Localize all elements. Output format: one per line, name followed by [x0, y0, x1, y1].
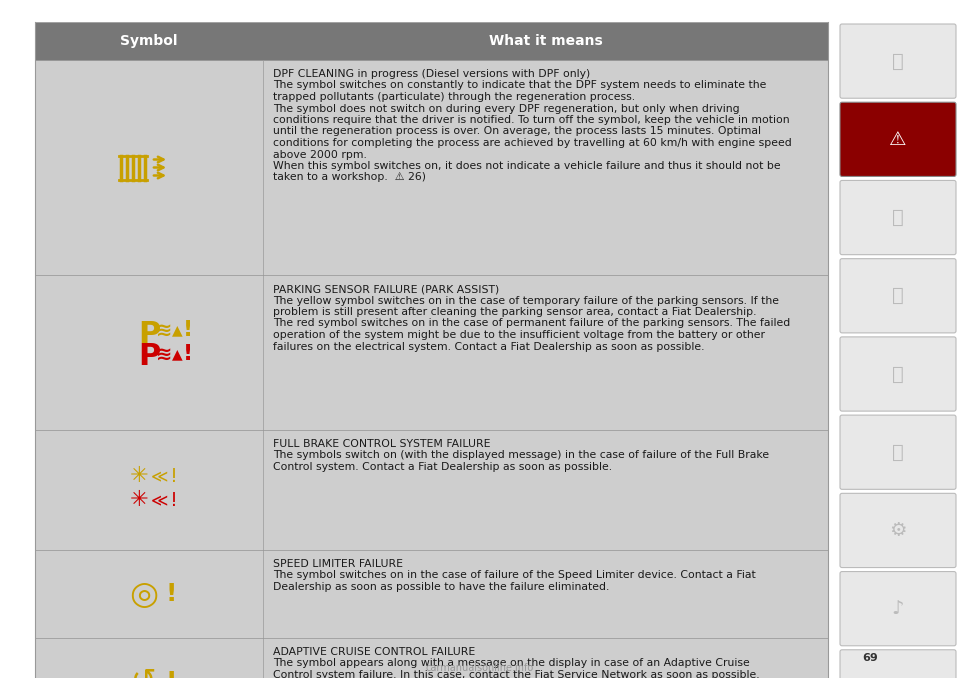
- Bar: [35, 275, 828, 430]
- Text: ▲: ▲: [172, 348, 182, 361]
- Text: 🚗: 🚗: [892, 52, 904, 71]
- FancyBboxPatch shape: [840, 494, 956, 567]
- Text: What it means: What it means: [489, 34, 602, 48]
- Text: ✳: ✳: [130, 466, 148, 486]
- FancyBboxPatch shape: [840, 650, 956, 678]
- Bar: [35, 430, 828, 550]
- Text: 69: 69: [862, 653, 877, 663]
- Text: taken to a workshop.  ⚠ 26): taken to a workshop. ⚠ 26): [273, 172, 426, 182]
- Text: ≪: ≪: [151, 467, 168, 485]
- FancyBboxPatch shape: [840, 259, 956, 333]
- Text: ⛰: ⛰: [892, 365, 904, 384]
- Text: Control system failure. In this case, contact the Fiat Service Network as soon a: Control system failure. In this case, co…: [273, 670, 759, 678]
- Text: ▲: ▲: [172, 323, 182, 338]
- Text: operation of the system might be due to the insufficient voltage from the batter: operation of the system might be due to …: [273, 330, 765, 340]
- Text: The symbol switches on in the case of failure of the Speed Limiter device. Conta: The symbol switches on in the case of fa…: [273, 570, 756, 580]
- FancyBboxPatch shape: [840, 180, 956, 255]
- Text: failures on the electrical system. Contact a Fiat Dealership as soon as possible: failures on the electrical system. Conta…: [273, 342, 705, 351]
- Text: Dealership as soon as possible to have the failure eliminated.: Dealership as soon as possible to have t…: [273, 582, 610, 592]
- Text: 🔩: 🔩: [892, 443, 904, 462]
- FancyBboxPatch shape: [840, 572, 956, 645]
- Text: ◎: ◎: [130, 578, 158, 610]
- Bar: [35, 638, 828, 678]
- Text: conditions require that the driver is notified. To turn off the symbol, keep the: conditions require that the driver is no…: [273, 115, 790, 125]
- Text: Symbol: Symbol: [120, 34, 178, 48]
- Text: 👤: 👤: [892, 208, 904, 227]
- Text: FULL BRAKE CONTROL SYSTEM FAILURE: FULL BRAKE CONTROL SYSTEM FAILURE: [273, 439, 491, 449]
- Text: problem is still present after cleaning the parking sensor area, contact a Fiat : problem is still present after cleaning …: [273, 307, 756, 317]
- Text: ⚠: ⚠: [889, 129, 907, 149]
- Text: !: !: [165, 582, 177, 606]
- Text: until the regeneration process is over. On average, the process lasts 15 minutes: until the regeneration process is over. …: [273, 127, 761, 136]
- FancyBboxPatch shape: [840, 24, 956, 98]
- Text: PARKING SENSOR FAILURE (PARK ASSIST): PARKING SENSOR FAILURE (PARK ASSIST): [273, 284, 499, 294]
- Text: ♪: ♪: [892, 599, 904, 618]
- Text: 🔧: 🔧: [892, 286, 904, 305]
- Text: trapped pollutants (particulate) through the regeneration process.: trapped pollutants (particulate) through…: [273, 92, 636, 102]
- Text: !: !: [183, 344, 193, 365]
- Text: !: !: [170, 490, 178, 509]
- FancyBboxPatch shape: [840, 102, 956, 176]
- Text: !: !: [165, 670, 177, 678]
- Text: The symbol switches on constantly to indicate that the DPF system needs to elimi: The symbol switches on constantly to ind…: [273, 81, 766, 90]
- Text: carmanualsonline.info: carmanualsonline.info: [426, 663, 534, 673]
- Text: ✳: ✳: [130, 490, 148, 510]
- Text: ↺: ↺: [132, 668, 156, 678]
- Text: ADAPTIVE CRUISE CONTROL FAILURE: ADAPTIVE CRUISE CONTROL FAILURE: [273, 647, 475, 657]
- Text: !: !: [183, 321, 193, 340]
- Text: ≪: ≪: [151, 491, 168, 509]
- Text: When this symbol switches on, it does not indicate a vehicle failure and thus it: When this symbol switches on, it does no…: [273, 161, 780, 171]
- Bar: [35, 60, 828, 275]
- Text: ≋: ≋: [156, 345, 172, 364]
- Text: The symbol appears along with a message on the display in case of an Adaptive Cr: The symbol appears along with a message …: [273, 658, 750, 669]
- Text: above 2000 rpm.: above 2000 rpm.: [273, 150, 367, 159]
- Text: P: P: [138, 320, 160, 349]
- Bar: [35, 550, 828, 638]
- FancyBboxPatch shape: [840, 415, 956, 490]
- Text: SPEED LIMITER FAILURE: SPEED LIMITER FAILURE: [273, 559, 403, 569]
- FancyBboxPatch shape: [840, 337, 956, 411]
- Text: The symbol does not switch on during every DPF regeneration, but only when drivi: The symbol does not switch on during eve…: [273, 104, 739, 113]
- Text: P: P: [138, 342, 160, 371]
- Text: The yellow symbol switches on in the case of temporary failure of the parking se: The yellow symbol switches on in the cas…: [273, 296, 779, 306]
- Text: The red symbol switches on in the case of permanent failure of the parking senso: The red symbol switches on in the case o…: [273, 319, 790, 329]
- Text: !: !: [170, 466, 178, 485]
- Text: Control system. Contact a Fiat Dealership as soon as possible.: Control system. Contact a Fiat Dealershi…: [273, 462, 612, 472]
- Text: conditions for completing the process are achieved by travelling at 60 km/h with: conditions for completing the process ar…: [273, 138, 792, 148]
- Text: DPF CLEANING in progress (Diesel versions with DPF only): DPF CLEANING in progress (Diesel version…: [273, 69, 590, 79]
- Text: ⚙: ⚙: [889, 521, 907, 540]
- Text: The symbols switch on (with the displayed message) in the case of failure of the: The symbols switch on (with the displaye…: [273, 450, 769, 460]
- Bar: [35, 22, 828, 60]
- Text: ≋: ≋: [156, 321, 172, 340]
